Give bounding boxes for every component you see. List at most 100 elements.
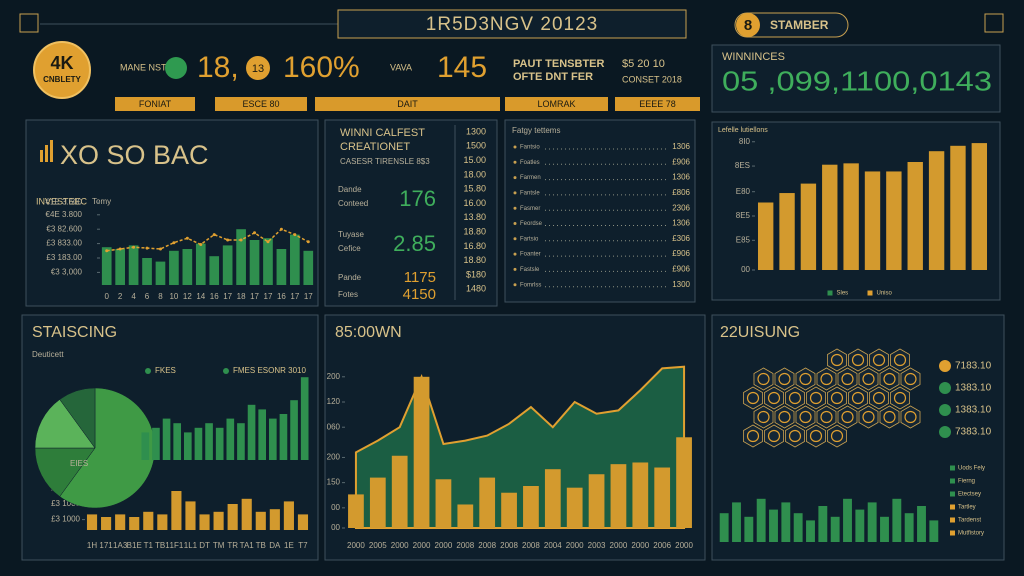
x-tick-label: 2008: [478, 541, 496, 550]
row-label: Fastsle: [520, 267, 540, 273]
bar: [236, 229, 246, 285]
line-point: [158, 247, 162, 251]
hex-tile[interactable]: [879, 405, 900, 429]
bar: [143, 511, 154, 530]
hex-tile[interactable]: [795, 405, 816, 429]
bar: [904, 513, 914, 542]
bar: [855, 509, 865, 542]
hex-tile[interactable]: [753, 405, 774, 429]
hex-tile[interactable]: [774, 367, 795, 391]
hex-tile[interactable]: [858, 367, 879, 391]
line-point: [145, 246, 149, 250]
hex-tile[interactable]: [858, 405, 879, 429]
column-value: 15.80: [463, 184, 486, 194]
hex-tile[interactable]: [900, 405, 921, 429]
x-tick-label: 1H: [87, 541, 97, 550]
bar: [101, 517, 112, 530]
line-point: [239, 238, 243, 242]
hex-tile[interactable]: [806, 424, 826, 448]
y-tick-label: €3 3,000: [51, 268, 83, 277]
hex-icon: [862, 410, 875, 424]
kpi-value: 18,: [197, 51, 239, 84]
logo[interactable]: [33, 41, 91, 99]
y-tick-label: 00: [741, 265, 750, 274]
column-value: 16.80: [463, 241, 486, 251]
hex-tile[interactable]: [827, 424, 847, 448]
legend-label: 7183.10: [955, 361, 992, 372]
hex-tile[interactable]: [827, 386, 847, 410]
hex-tile[interactable]: [890, 348, 910, 372]
y-tick-label: £3 1000: [51, 499, 80, 508]
kpi-badge: [246, 56, 270, 80]
hex-tile[interactable]: [816, 405, 837, 429]
tab-label: EEEE 78: [639, 99, 676, 109]
hex-tile[interactable]: [848, 348, 868, 372]
hex-icon: [746, 429, 760, 443]
stats-title: WINNI CALFEST: [340, 127, 425, 139]
hex-tile[interactable]: [900, 367, 921, 391]
x-tick-label: 2005: [369, 541, 387, 550]
hex-tile[interactable]: [774, 405, 795, 429]
hex-tile[interactable]: [764, 386, 784, 410]
hex-tile[interactable]: [869, 386, 889, 410]
hex-tile[interactable]: [764, 424, 784, 448]
column-value: $180: [466, 269, 486, 279]
row-value: 2306: [672, 203, 690, 212]
hex-tile[interactable]: [848, 386, 868, 410]
tab[interactable]: [615, 97, 700, 111]
hex-tile[interactable]: [837, 367, 858, 391]
hex-tile[interactable]: [806, 386, 826, 410]
bar: [830, 516, 840, 542]
hex-icon: [904, 372, 917, 386]
tab[interactable]: [315, 97, 500, 111]
hex-tile[interactable]: [743, 424, 763, 448]
hex-icon: [788, 391, 802, 405]
kpi-badge-text: 13: [252, 63, 264, 75]
hex-tile[interactable]: [869, 348, 889, 372]
bar: [195, 243, 206, 285]
hex-tile[interactable]: [827, 348, 847, 372]
hex-tile[interactable]: [837, 405, 858, 429]
hex-tile[interactable]: [785, 424, 805, 448]
bar: [523, 486, 539, 528]
bar: [950, 145, 966, 270]
hex-tile[interactable]: [879, 367, 900, 391]
bar: [213, 511, 224, 530]
row-bullet: [513, 145, 517, 149]
title-icon: [45, 145, 48, 162]
x-tick-label: 1F1: [170, 541, 184, 550]
tab[interactable]: [115, 97, 195, 111]
hex-icon: [799, 372, 812, 386]
line-point: [266, 240, 270, 244]
key-label: Fierng: [958, 479, 975, 485]
tab[interactable]: [505, 97, 608, 111]
hex-icon: [851, 353, 865, 367]
bar: [226, 418, 235, 460]
bar: [769, 509, 778, 542]
y-tick-label: £3 183.00: [46, 253, 82, 262]
hex-tile[interactable]: [816, 367, 837, 391]
badge-label: STAMBER: [770, 18, 829, 32]
badge[interactable]: [734, 12, 849, 38]
bar: [971, 143, 988, 270]
hex-icon: [841, 410, 854, 424]
key-swatch: [950, 478, 955, 484]
badge-number: 8: [744, 17, 752, 34]
menu-icon[interactable]: [19, 13, 39, 33]
hex-tile[interactable]: [795, 367, 816, 391]
bar: [744, 516, 754, 542]
hex-tile[interactable]: [890, 386, 910, 410]
bar: [928, 151, 945, 270]
hex-tile[interactable]: [753, 367, 774, 391]
x-tick-label: 17: [264, 292, 273, 301]
key-swatch: [950, 530, 955, 536]
hex-icon: [788, 429, 802, 443]
hex-tile[interactable]: [785, 386, 805, 410]
line-point: [199, 243, 203, 246]
bar: [241, 498, 252, 530]
tab[interactable]: [215, 97, 307, 111]
bar: [544, 469, 561, 528]
settings-icon[interactable]: [984, 13, 1004, 33]
hex-tile[interactable]: [743, 386, 763, 410]
row-label: Feordse: [520, 221, 543, 227]
